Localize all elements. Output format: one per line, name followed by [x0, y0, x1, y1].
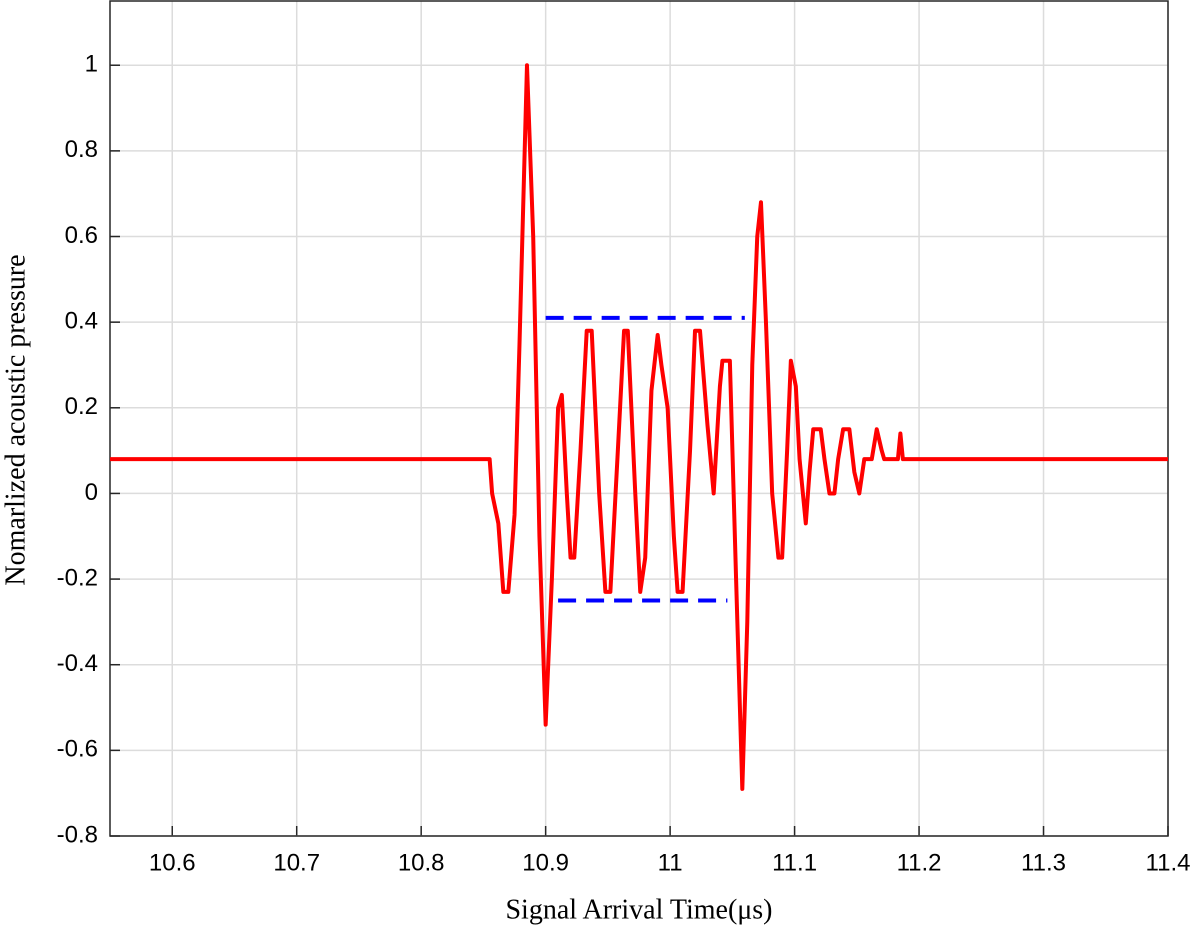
x-tick-label: 11.3 [1021, 849, 1066, 876]
x-tick-label: 11 [658, 849, 683, 876]
y-axis-label: Nomarlized acoustic pressure [0, 254, 31, 585]
y-tick-label: 0.6 [65, 222, 98, 249]
y-tick-label: 0.2 [65, 393, 98, 420]
signal-line [110, 63, 1168, 791]
x-tick-label: 10.9 [522, 849, 569, 876]
x-tick-label: 10.6 [149, 849, 196, 876]
y-tick-label: 1 [85, 51, 98, 78]
x-tick-label: 11.2 [897, 849, 942, 876]
x-axis-label: Signal Arrival Time(μs) [505, 894, 772, 925]
y-tick-label: -0.4 [57, 650, 98, 677]
x-tick-label: 11.1 [772, 849, 817, 876]
x-tick-label: 10.8 [398, 849, 445, 876]
y-tick-label: 0.4 [65, 307, 98, 334]
y-tick-label: -0.6 [57, 736, 98, 763]
plot-frame [109, 0, 1169, 837]
y-tick-label: 0 [85, 479, 98, 506]
x-tick-label: 11.4 [1146, 849, 1191, 876]
x-tick-label: 10.7 [273, 849, 320, 876]
y-tick-label: 0.8 [65, 136, 98, 163]
y-tick-label: -0.8 [57, 821, 98, 848]
y-tick-label: -0.2 [57, 564, 98, 591]
